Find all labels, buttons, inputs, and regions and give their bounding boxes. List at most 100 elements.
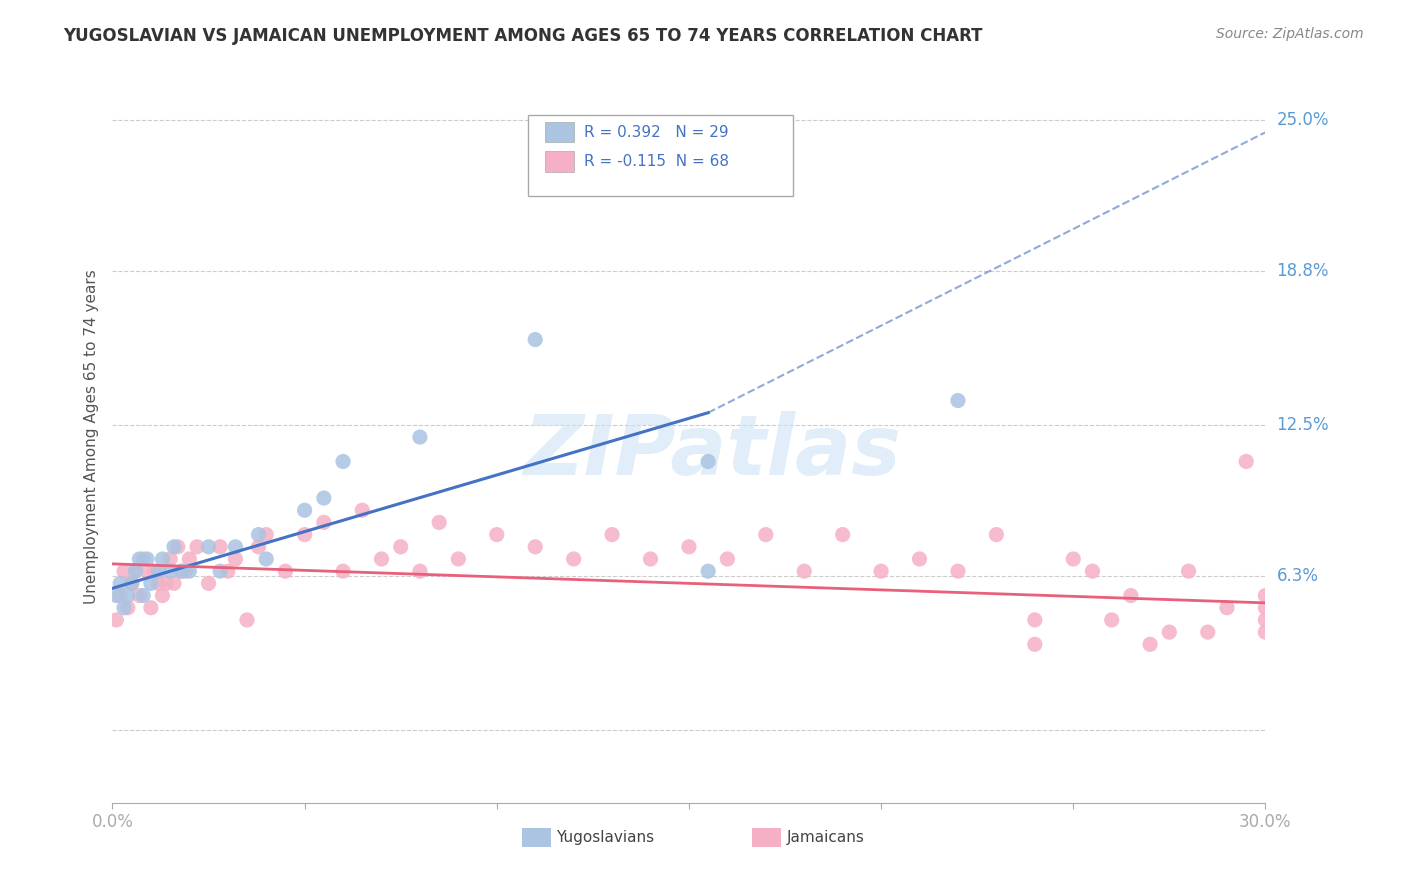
Point	[128, 552, 150, 566]
Point	[159, 552, 181, 566]
Point	[447, 552, 470, 566]
Text: 6.3%: 6.3%	[1277, 567, 1319, 585]
Point	[143, 564, 166, 578]
Point	[294, 527, 316, 541]
Point	[870, 564, 893, 578]
Point	[166, 540, 188, 554]
Point	[716, 552, 738, 566]
Point	[427, 516, 450, 530]
Point	[117, 589, 139, 603]
Point	[117, 600, 139, 615]
Point	[124, 564, 146, 578]
Point	[294, 503, 316, 517]
Point	[1254, 600, 1277, 615]
Point	[485, 527, 508, 541]
Point	[1119, 589, 1142, 603]
Text: ZIPatlas: ZIPatlas	[523, 411, 901, 492]
Point	[986, 527, 1008, 541]
Point	[1159, 625, 1181, 640]
Point	[352, 503, 374, 517]
FancyBboxPatch shape	[527, 115, 793, 195]
Point	[197, 576, 219, 591]
Point	[108, 576, 131, 591]
Point	[1177, 564, 1199, 578]
FancyBboxPatch shape	[522, 829, 551, 847]
Point	[312, 516, 335, 530]
Point	[1024, 637, 1046, 651]
Point	[159, 564, 181, 578]
FancyBboxPatch shape	[546, 122, 574, 143]
Point	[170, 564, 193, 578]
Point	[524, 333, 547, 347]
Text: Yugoslavians: Yugoslavians	[557, 830, 654, 846]
Point	[247, 540, 270, 554]
Point	[946, 393, 969, 408]
Point	[197, 540, 219, 554]
Point	[112, 564, 135, 578]
Point	[831, 527, 853, 541]
FancyBboxPatch shape	[752, 829, 782, 847]
Point	[409, 430, 432, 444]
Point	[105, 613, 128, 627]
Point	[409, 564, 432, 578]
Point	[370, 552, 392, 566]
Point	[217, 564, 239, 578]
Point	[1254, 589, 1277, 603]
Point	[179, 564, 201, 578]
Point	[139, 576, 162, 591]
Point	[1254, 625, 1277, 640]
Point	[105, 589, 128, 603]
Point	[163, 576, 186, 591]
Text: Source: ZipAtlas.com: Source: ZipAtlas.com	[1216, 27, 1364, 41]
Text: 18.8%: 18.8%	[1277, 262, 1329, 280]
Text: R = 0.392   N = 29: R = 0.392 N = 29	[583, 125, 728, 139]
Point	[1081, 564, 1104, 578]
Text: YUGOSLAVIAN VS JAMAICAN UNEMPLOYMENT AMONG AGES 65 TO 74 YEARS CORRELATION CHART: YUGOSLAVIAN VS JAMAICAN UNEMPLOYMENT AMO…	[63, 27, 983, 45]
Point	[254, 527, 277, 541]
Point	[312, 491, 335, 505]
Point	[1024, 613, 1046, 627]
Point	[128, 589, 150, 603]
Point	[139, 600, 162, 615]
Text: Jamaicans: Jamaicans	[787, 830, 865, 846]
Point	[209, 540, 232, 554]
Point	[224, 552, 246, 566]
Point	[121, 576, 143, 591]
Point	[121, 576, 143, 591]
Point	[254, 552, 277, 566]
Point	[163, 540, 186, 554]
Point	[148, 564, 170, 578]
Point	[224, 540, 246, 554]
Point	[174, 564, 197, 578]
Point	[524, 540, 547, 554]
Point	[148, 576, 170, 591]
Point	[132, 589, 155, 603]
Point	[1234, 454, 1257, 468]
Point	[112, 600, 135, 615]
Point	[274, 564, 297, 578]
Point	[332, 564, 354, 578]
Point	[136, 552, 159, 566]
Point	[152, 552, 174, 566]
Point	[755, 527, 778, 541]
Point	[1254, 613, 1277, 627]
Point	[186, 540, 208, 554]
Point	[124, 564, 146, 578]
Point	[108, 589, 131, 603]
Text: R = -0.115  N = 68: R = -0.115 N = 68	[583, 153, 730, 169]
Point	[332, 454, 354, 468]
Text: 12.5%: 12.5%	[1277, 416, 1329, 434]
Y-axis label: Unemployment Among Ages 65 to 74 years: Unemployment Among Ages 65 to 74 years	[83, 269, 98, 605]
Point	[1062, 552, 1084, 566]
Point	[600, 527, 623, 541]
Point	[136, 564, 159, 578]
Text: 25.0%: 25.0%	[1277, 112, 1329, 129]
Point	[1101, 613, 1123, 627]
Point	[236, 613, 259, 627]
FancyBboxPatch shape	[546, 151, 574, 171]
Point	[155, 576, 177, 591]
Point	[697, 454, 720, 468]
Point	[389, 540, 412, 554]
Point	[678, 540, 700, 554]
Point	[640, 552, 662, 566]
